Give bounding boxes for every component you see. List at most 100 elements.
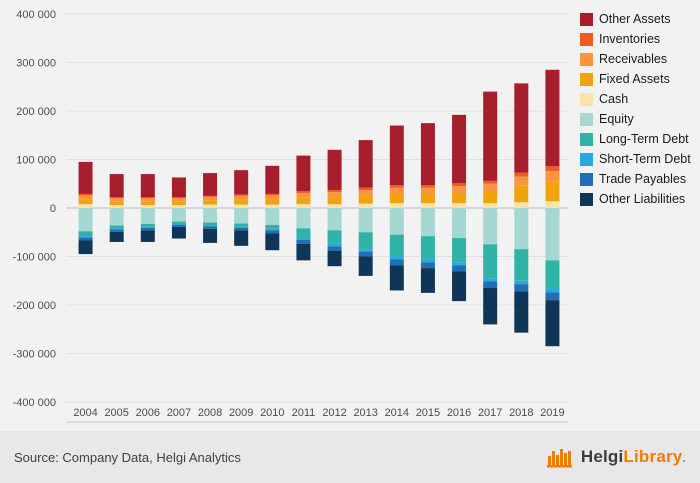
bar-segment [327,190,342,192]
legend-label: Inventories [599,32,661,46]
bar-segment [358,190,373,196]
source-text: Source: Company Data, Helgi Analytics [14,449,241,465]
bar-segment [358,232,373,250]
x-tick-label: 2005 [104,407,128,419]
legend-swatch [580,173,593,186]
legend-item: Cash [580,93,691,106]
bar-segment [420,208,435,237]
bar-segment [171,201,186,206]
bar-segment [109,208,124,226]
bar-segment [109,174,124,198]
bar-segment [389,187,404,195]
y-tick-label: -200 000 [13,300,56,312]
bar-segment [296,197,311,205]
bar-segment [483,244,498,279]
bar-segment [389,185,404,188]
x-tick-label: 2004 [73,407,97,419]
legend-item: Short-Term Debt [580,153,691,166]
legend-swatch [580,133,593,146]
bar-segment [78,199,93,205]
legend-item: Other Assets [580,13,691,26]
bar-segment [452,208,467,239]
legend-swatch [580,93,593,106]
bar-segment [78,193,93,196]
bar-segment [140,227,155,231]
x-tick-label: 2006 [136,407,160,419]
legend-label: Long-Term Debt [599,132,689,146]
bar-segment [514,249,529,281]
bar-segment [109,231,124,242]
bar-segment [545,201,560,208]
bar-segment [483,281,498,289]
bar-segment [296,204,311,208]
bar-segment [296,240,311,244]
bar-segment [514,208,529,250]
bar-segment [78,240,93,255]
chart-canvas: -400 000 -300 000 -200 000 -100 000 0 100 000… [13,9,568,423]
bar-segment [296,192,311,198]
legend-item: Other Liabilities [580,193,691,206]
bar-segment [171,224,186,227]
bar-segment [203,195,218,197]
y-tick-label: 200 000 [16,106,56,118]
legend-swatch [580,193,593,206]
bar-segment [483,278,498,282]
y-tick-label: 0 [50,203,56,215]
legend-item: Trade Payables [580,173,691,186]
bar-segment [327,246,342,251]
bar-segment [78,195,93,200]
brand-suffix: . [682,451,686,465]
bar-segment [420,262,435,269]
bar-segment [483,288,498,325]
x-tick-label: 2011 [292,407,316,419]
x-tick-label: 2019 [540,407,564,419]
x-tick-label: 2007 [167,407,191,419]
bar-segment [296,155,311,192]
bar-segment [109,228,124,230]
balance-sheet-chart: -400 000 -300 000 -200 000 -100 000 0 100 000… [13,9,568,423]
y-tick-label: -300 000 [13,349,56,361]
bar-segment [296,191,311,193]
bar-segment [234,199,249,205]
bar-segment [389,208,404,235]
bar-segment [234,194,249,196]
bar-segment [265,230,280,234]
bar-segment [265,228,280,231]
bar-segment [234,227,249,231]
bar-segment [389,234,404,257]
bar-segment [327,230,342,244]
bar-segment [483,208,498,245]
bar-segment [265,233,280,251]
bar-segment [420,259,435,263]
x-tick-label: 2017 [478,407,502,419]
x-tick-label: 2009 [229,407,253,419]
y-tick-label: 300 000 [16,58,56,70]
bar-segment [296,243,311,261]
bar-segment [78,161,93,194]
bar-segment [389,203,404,208]
legend-swatch [580,113,593,126]
bar-segment [78,236,93,238]
bar-segment [234,208,249,224]
x-tick-label: 2010 [260,407,284,419]
bar-segment [545,260,560,289]
bar-segment [452,238,467,263]
bar-segment [171,177,186,198]
bar-segment [420,194,435,204]
bar-segment [452,271,467,302]
bar-segment [78,231,93,237]
legend-swatch [580,13,593,26]
bar-segment [327,149,342,191]
legend-label: Other Assets [599,12,671,26]
bar-segment [420,203,435,208]
chart-legend: Other Assets Inventories Receivables Fixed … [580,13,691,206]
bar-segment [545,292,560,301]
bar-segment [483,180,498,184]
bar-segment [109,225,124,229]
bar-segment [203,226,218,229]
bar-segment [171,221,186,225]
brand-primary: Helgi [580,447,624,466]
bar-segment [109,205,124,208]
legend-label: Short-Term Debt [599,152,691,166]
